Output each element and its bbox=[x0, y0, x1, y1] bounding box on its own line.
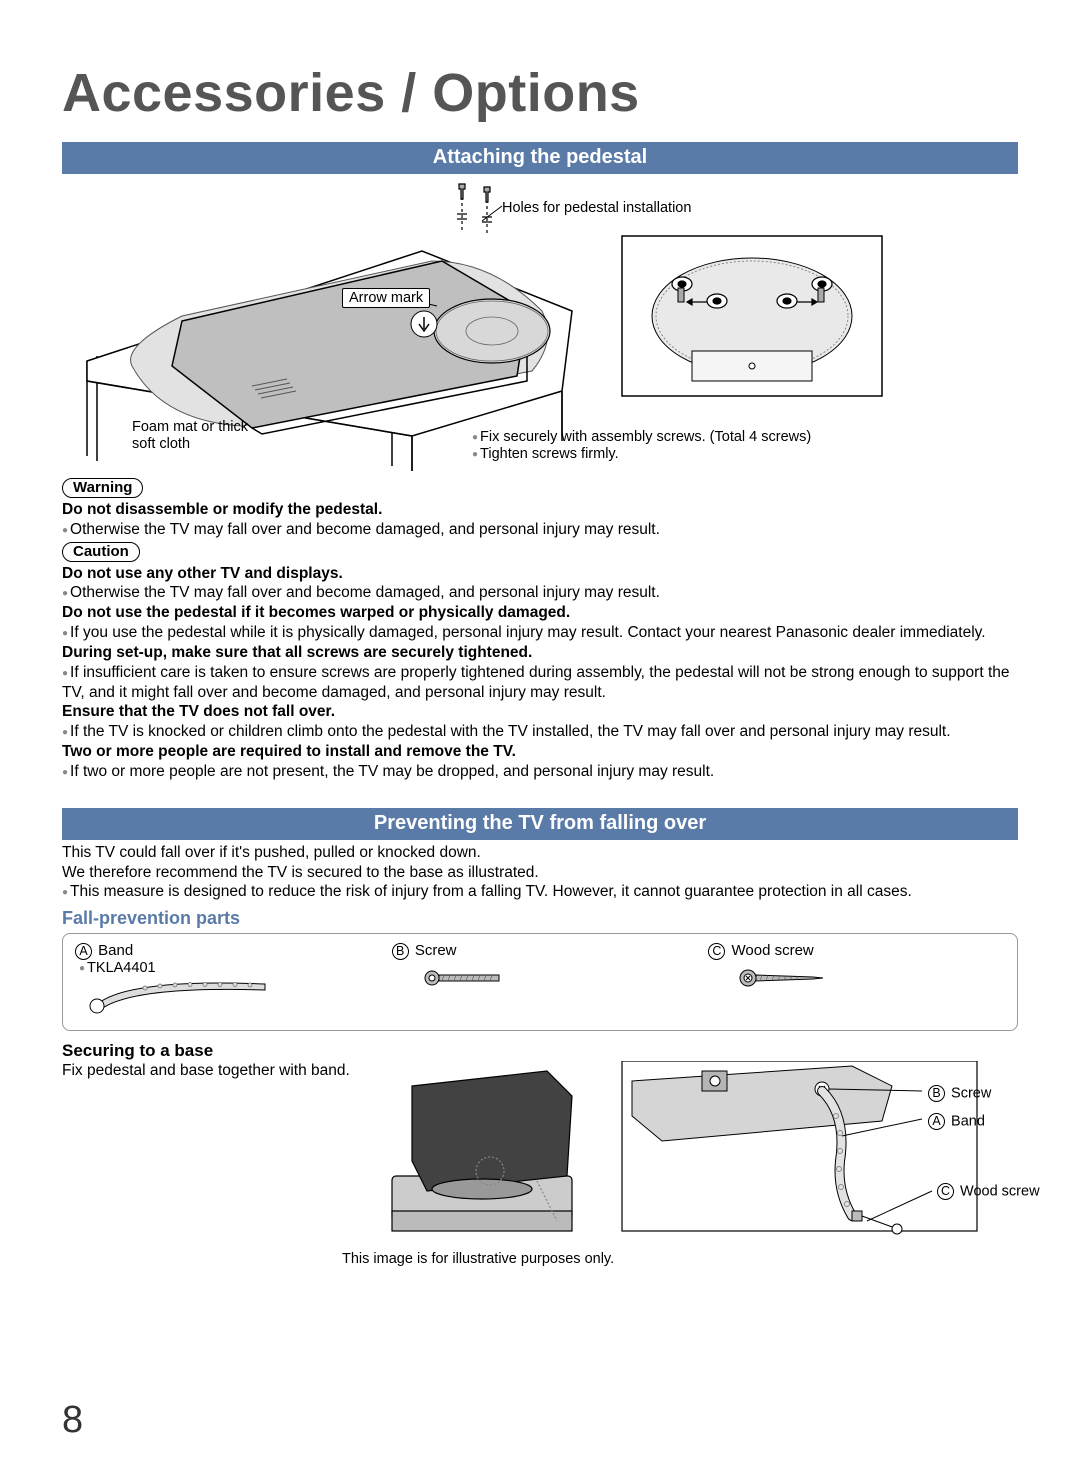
foam-label-2: soft cloth bbox=[132, 436, 190, 452]
prevent-l2: We therefore recommend the TV is secured… bbox=[62, 864, 539, 881]
fall-parts-heading: Fall-prevention parts bbox=[62, 908, 1018, 929]
c-t4: If the TV is knocked or children climb o… bbox=[62, 723, 951, 740]
part-c-letter: C bbox=[708, 943, 725, 960]
warning-pill: Warning bbox=[62, 476, 1018, 500]
detail-c-letter: C bbox=[937, 1183, 954, 1200]
detail-c-label: Wood screw bbox=[960, 1183, 1040, 1199]
foam-label-1: Foam mat or thick bbox=[132, 419, 248, 435]
part-c-label: Wood screw bbox=[732, 942, 814, 959]
parts-box: A Band TKLA4401 B Screw bbox=[62, 933, 1018, 1031]
w-t1: Otherwise the TV may fall over and becom… bbox=[62, 521, 660, 538]
part-b-label: Screw bbox=[415, 942, 457, 959]
prevent-body: This TV could fall over if it's pushed, … bbox=[62, 843, 1018, 902]
warning-body: Do not disassemble or modify the pedesta… bbox=[62, 500, 1018, 540]
fix-screws-label-2: Tighten screws firmly. bbox=[472, 446, 619, 462]
c-t5: If two or more people are not present, t… bbox=[62, 763, 714, 780]
part-b-letter: B bbox=[392, 943, 409, 960]
page-title: Accessories / Options bbox=[62, 62, 1018, 124]
detail-b-label: Screw bbox=[951, 1085, 991, 1101]
prevent-l1: This TV could fall over if it's pushed, … bbox=[62, 844, 481, 861]
c-h1: Do not use any other TV and displays. bbox=[62, 565, 343, 582]
part-a-label: Band bbox=[98, 942, 133, 959]
pedestal-diagram: Arrow mark Holes for pedestal installati… bbox=[62, 176, 1018, 476]
securing-text: Fix pedestal and base together with band… bbox=[62, 1061, 362, 1081]
detail-a-letter: A bbox=[928, 1113, 945, 1130]
screw-icon bbox=[392, 960, 552, 1000]
fix-screws-label-1: Fix securely with assembly screws. (Tota… bbox=[472, 429, 811, 445]
c-t1: Otherwise the TV may fall over and becom… bbox=[62, 584, 660, 601]
arrow-mark-label: Arrow mark bbox=[342, 288, 430, 308]
illustrative-note: This image is for illustrative purposes … bbox=[342, 1251, 1018, 1267]
section-header-pedestal: Attaching the pedestal bbox=[62, 142, 1018, 174]
securing-diagram: B Screw A Band C Wood screw bbox=[372, 1061, 1018, 1245]
section-header-falling: Preventing the TV from falling over bbox=[62, 808, 1018, 840]
page-number: 8 bbox=[62, 1399, 83, 1442]
c-t3: If insufficient care is taken to ensure … bbox=[62, 664, 1010, 701]
part-a-letter: A bbox=[75, 943, 92, 960]
band-icon bbox=[75, 976, 275, 1016]
detail-b-letter: B bbox=[928, 1085, 945, 1102]
c-h2: Do not use the pedestal if it becomes wa… bbox=[62, 604, 570, 621]
part-a: A Band TKLA4401 bbox=[75, 942, 372, 1020]
c-h4: Ensure that the TV does not fall over. bbox=[62, 703, 335, 720]
part-c: C Wood screw bbox=[708, 942, 1005, 1020]
securing-heading: Securing to a base bbox=[62, 1041, 1018, 1061]
part-a-sub: TKLA4401 bbox=[79, 960, 372, 976]
wood-screw-icon bbox=[708, 960, 868, 1000]
holes-label: Holes for pedestal installation bbox=[502, 200, 691, 216]
caution-pill: Caution bbox=[62, 540, 1018, 564]
c-h3: During set-up, make sure that all screws… bbox=[62, 644, 532, 661]
c-t2: If you use the pedestal while it is phys… bbox=[62, 624, 986, 641]
part-b: B Screw bbox=[392, 942, 689, 1020]
w-h1: Do not disassemble or modify the pedesta… bbox=[62, 501, 382, 518]
detail-a-label: Band bbox=[951, 1113, 985, 1129]
caution-body: Do not use any other TV and displays. Ot… bbox=[62, 564, 1018, 782]
c-h5: Two or more people are required to insta… bbox=[62, 743, 516, 760]
prevent-l3: This measure is designed to reduce the r… bbox=[62, 883, 912, 900]
